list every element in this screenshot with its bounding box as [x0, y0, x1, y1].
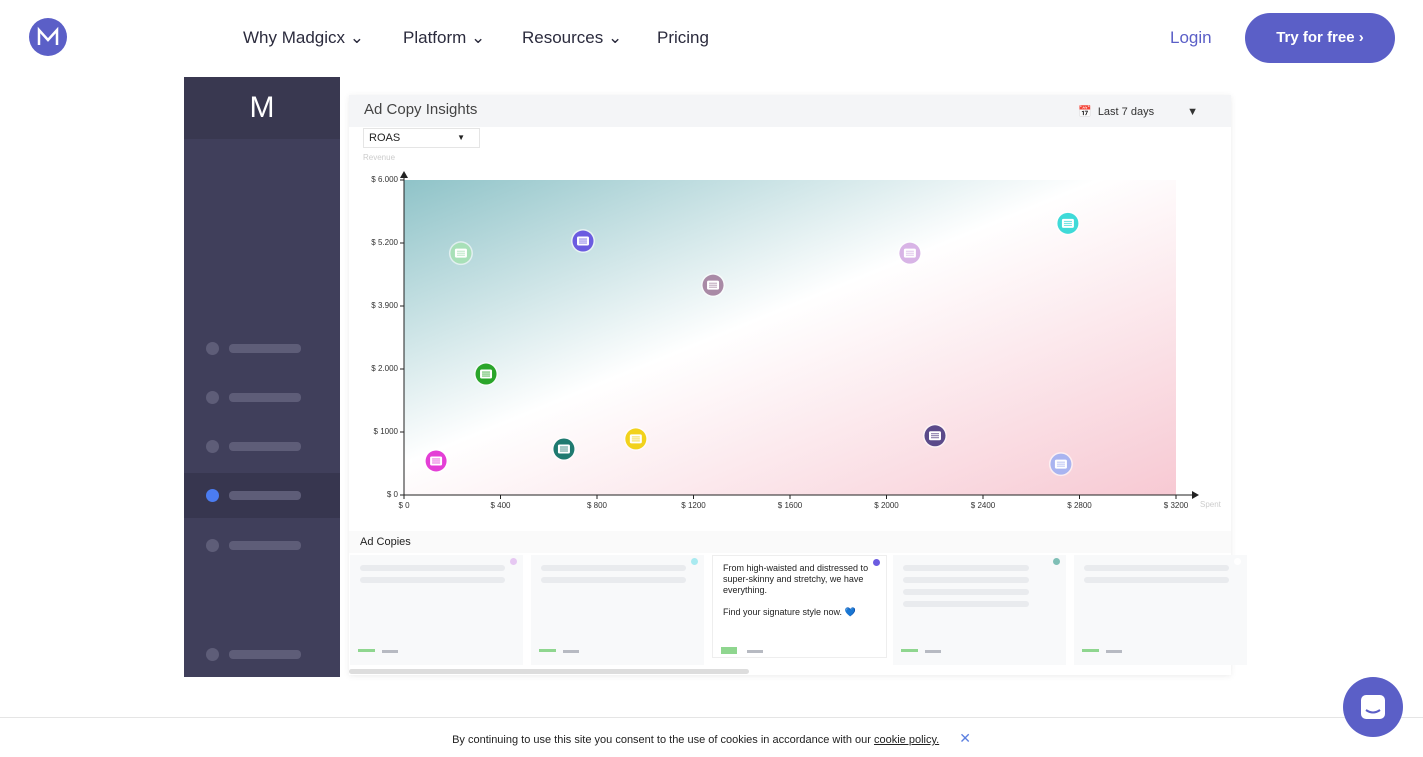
period-select[interactable]: 📅 Last 7 days ▼	[1078, 106, 1199, 118]
x-tick-label: $ 400	[490, 501, 511, 510]
placeholder	[360, 565, 505, 571]
sidebar: M	[184, 77, 340, 677]
close[interactable]: ✕	[959, 730, 971, 746]
scatter-point	[701, 273, 726, 298]
sidebar-logo: M	[184, 77, 340, 139]
scatter-point	[623, 426, 648, 451]
card-footer-bar	[539, 649, 556, 652]
y-tick-label: $ 5.200	[371, 238, 398, 247]
nav-item[interactable]: Platform ⌄	[403, 28, 486, 47]
card-footer-bar	[563, 650, 579, 653]
card-footer-bar	[721, 647, 737, 654]
card-footer-bar	[901, 649, 918, 652]
placeholder	[903, 589, 1029, 595]
placeholder	[1084, 577, 1229, 583]
card-footer-bar	[925, 650, 941, 653]
card-footer-bar	[382, 650, 398, 653]
ad-card	[350, 555, 523, 665]
scatter-point	[448, 241, 473, 266]
logo[interactable]	[29, 18, 67, 56]
cookie-bar: By continuing to use this site you conse…	[0, 717, 1423, 757]
scatter-point	[474, 362, 499, 387]
card-footer-bar	[358, 649, 375, 652]
ad-card	[893, 555, 1066, 665]
placeholder	[903, 601, 1029, 607]
sidebar-item	[206, 488, 306, 502]
sidebar-item	[206, 439, 306, 453]
y-tick-label: $ 6.000	[371, 175, 398, 184]
card-dot	[691, 558, 698, 565]
cookie-link[interactable]: cookie policy.	[873, 734, 940, 746]
cta-button[interactable]: Try for free ›	[1245, 13, 1395, 63]
chat-button[interactable]	[1343, 677, 1403, 737]
y-tick-label: $ 0	[387, 490, 399, 499]
x-tick-label: $ 800	[587, 501, 608, 510]
y-tick-label: $ 1000	[374, 427, 399, 436]
x-tick-label: $ 3200	[1164, 501, 1189, 510]
nav-item[interactable]: Why Madgicx ⌄	[243, 28, 364, 47]
sidebar-item	[206, 538, 306, 552]
placeholder	[541, 577, 686, 583]
x-tick-label: $ 1200	[681, 501, 706, 510]
ad-card	[531, 555, 704, 665]
card-dot	[510, 558, 517, 565]
metric-select[interactable]: ROAS ▼	[363, 128, 480, 148]
card-footer-bar	[747, 650, 763, 653]
section-title: Ad Copies	[360, 536, 411, 548]
placeholder	[541, 565, 686, 571]
x-tick-label: $ 2400	[971, 501, 996, 510]
ad-card: From high-waisted and distressed to supe…	[712, 555, 887, 658]
x-tick-label: $ 1600	[778, 501, 803, 510]
y-tick-label: $ 3.900	[371, 301, 398, 310]
scatter-point	[424, 448, 449, 473]
scatter-point	[571, 229, 596, 254]
scatter-point	[1048, 452, 1073, 477]
y-tick-label: $ 2.000	[371, 364, 398, 373]
scatter-point	[1055, 211, 1080, 236]
card-dot	[1234, 558, 1241, 565]
placeholder	[1084, 565, 1229, 571]
nav-item[interactable]: Pricing	[657, 28, 709, 47]
login[interactable]: Login	[1170, 28, 1212, 47]
nav-item[interactable]: Resources ⌄	[522, 28, 623, 47]
x-tick-label: $ 0	[398, 501, 410, 510]
panel-title: Ad Copy Insights	[364, 101, 478, 118]
sidebar-item	[206, 647, 306, 661]
card-text: From high-waisted and distressed to supe…	[723, 563, 869, 617]
placeholder	[360, 577, 505, 583]
scatter-chart: Revenue Spent $ 0 $ 1000 $ 2.000 $ 3.900 $ 5…	[363, 153, 1222, 510]
scatter-point	[897, 241, 922, 266]
card-footer-bar	[1082, 649, 1099, 652]
placeholder	[903, 577, 1029, 583]
y-axis-label: Revenue	[363, 153, 396, 162]
card-dot	[1053, 558, 1060, 565]
ad-card	[1074, 555, 1247, 665]
placeholder	[903, 565, 1029, 571]
sidebar-item	[206, 341, 306, 355]
plot-background	[404, 180, 1176, 495]
x-axis-label: Spent	[1200, 500, 1222, 509]
scatter-point	[922, 423, 947, 448]
card-dot	[873, 559, 880, 566]
x-tick-label: $ 2800	[1067, 501, 1092, 510]
sidebar-item	[206, 390, 306, 404]
scatter-point	[551, 437, 576, 462]
x-tick-label: $ 2000	[874, 501, 899, 510]
card-footer-bar	[1106, 650, 1122, 653]
